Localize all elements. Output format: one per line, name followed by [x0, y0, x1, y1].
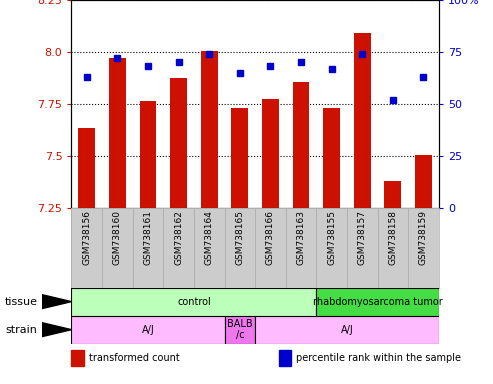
Text: tissue: tissue	[5, 296, 38, 307]
Text: GSM738158: GSM738158	[388, 210, 397, 265]
Bar	[231, 108, 248, 208]
Bar	[317, 208, 347, 288]
Text: GSM738157: GSM738157	[358, 210, 367, 265]
Bar	[293, 82, 310, 208]
Bar	[224, 208, 255, 288]
Text: GSM738155: GSM738155	[327, 210, 336, 265]
Polygon shape	[42, 323, 71, 337]
Text: GSM738161: GSM738161	[143, 210, 152, 265]
Bar	[385, 181, 401, 208]
Bar	[415, 155, 432, 208]
Bar	[109, 58, 126, 208]
Bar	[71, 316, 224, 344]
Text: GSM738159: GSM738159	[419, 210, 428, 265]
Text: rhabdomyosarcoma tumor: rhabdomyosarcoma tumor	[313, 296, 442, 307]
Bar	[286, 208, 317, 288]
Text: GSM738163: GSM738163	[296, 210, 306, 265]
Text: control: control	[177, 296, 211, 307]
Bar	[71, 350, 84, 366]
Bar	[323, 108, 340, 208]
Text: GSM738166: GSM738166	[266, 210, 275, 265]
Bar	[224, 316, 255, 344]
Bar	[78, 128, 95, 208]
Text: GSM738164: GSM738164	[205, 210, 214, 265]
Bar	[170, 78, 187, 208]
Bar	[140, 101, 156, 208]
Bar	[71, 208, 102, 288]
Polygon shape	[42, 295, 71, 309]
Bar	[317, 288, 439, 316]
Bar	[255, 316, 439, 344]
Text: A/J: A/J	[341, 324, 353, 335]
Bar	[201, 51, 217, 208]
Bar	[408, 208, 439, 288]
Bar	[378, 208, 408, 288]
Text: percentile rank within the sample: percentile rank within the sample	[296, 353, 461, 363]
Bar	[347, 208, 378, 288]
Bar	[279, 350, 291, 366]
Bar	[262, 99, 279, 208]
Text: A/J: A/J	[141, 324, 154, 335]
Text: GSM738165: GSM738165	[235, 210, 245, 265]
Bar	[133, 208, 163, 288]
Text: GSM738156: GSM738156	[82, 210, 91, 265]
Bar	[71, 288, 317, 316]
Bar	[354, 33, 371, 208]
Bar	[163, 208, 194, 288]
Text: GSM738162: GSM738162	[174, 210, 183, 265]
Text: BALB
/c: BALB /c	[227, 319, 252, 341]
Text: transformed count: transformed count	[89, 353, 179, 363]
Bar	[194, 208, 224, 288]
Text: strain: strain	[5, 324, 37, 335]
Bar	[255, 208, 286, 288]
Text: GSM738160: GSM738160	[113, 210, 122, 265]
Bar	[102, 208, 133, 288]
